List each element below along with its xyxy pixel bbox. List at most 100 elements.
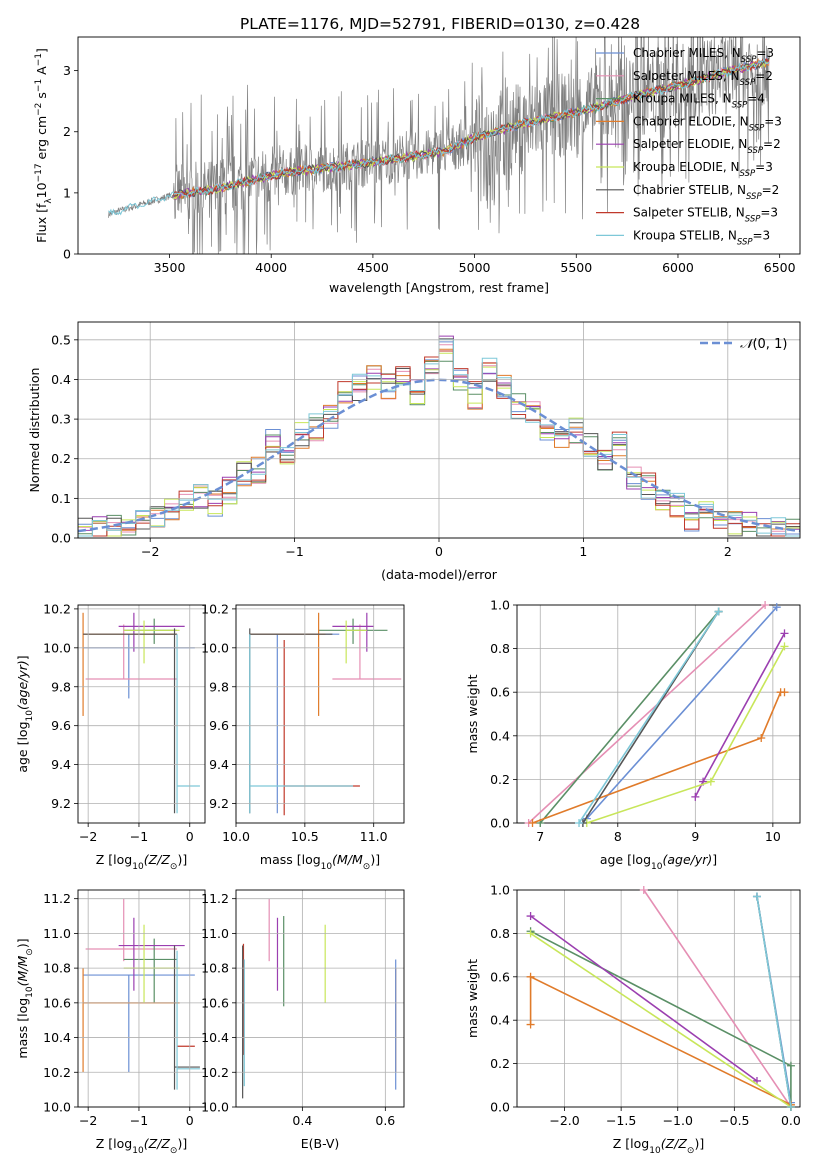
residuals-xtick-label: 1 (579, 544, 587, 559)
mass-vs-Z-ytick-label: 10.0 (43, 1100, 71, 1115)
residuals-ytick-label: 0.0 (51, 531, 71, 546)
spectrum-panel: 3500 4000 4500 5000 5500 6000 6500 0 1 2 3 waveleng… (34, 36, 801, 295)
age-vs-Z-ytick-label: 9.4 (51, 757, 71, 772)
age-vs-Z-ylabel: age [log10(age/yr)] (15, 655, 35, 772)
residuals-xtick-label: −2 (141, 544, 159, 559)
spectrum-xtick-label: 4000 (255, 260, 287, 275)
age-vs-mass-xtick-label: 10.5 (291, 829, 319, 844)
weight-point-marker (691, 792, 700, 801)
age-vs-Z-xtick-label: −2 (79, 829, 97, 844)
mass-vs-EBV-xtick-label: 0.6 (375, 1113, 395, 1128)
massweight-vs-age-ytick-label: 0.0 (490, 816, 510, 831)
spectrum-xtick-label: 3500 (154, 260, 186, 275)
mass-vs-Z-ytick-label: 10.4 (43, 1030, 71, 1045)
figure-title: PLATE=1176, MJD=52791, FIBERID=0130, z=0… (240, 15, 640, 33)
age-vs-mass-ytick-label: 9.6 (209, 718, 229, 733)
mass-vs-EBV-panel: 0.4 0.6 10.0 10.2 10.4 10.6 10.8 11.0 11.2 E(B-V) (201, 889, 405, 1151)
weight-point-marker (752, 892, 761, 901)
massweight-vs-Z-xtick-label: 0.0 (781, 1113, 801, 1128)
mass-vs-EBV-ytick-label: 10.0 (201, 1100, 229, 1115)
weight-series-line (578, 611, 720, 824)
massweight-vs-Z-ylabel: mass weight (465, 959, 480, 1038)
mass-vs-EBV-xtick-label: 0.4 (292, 1113, 312, 1128)
massweight-vs-age-xtick-label: 7 (536, 829, 544, 844)
mass-vs-Z-ytick-label: 11.2 (43, 891, 71, 906)
weight-point-marker (772, 603, 781, 612)
age-vs-mass-xtick-label: 10.0 (222, 829, 250, 844)
spectrum-ytick-label: 0 (63, 247, 71, 262)
weight-series-line (528, 604, 766, 824)
spectrum-ylabel: Flux [fλ10−17 erg cm−2 s−1 A−1] (34, 48, 54, 243)
spectrum-model-line (173, 59, 770, 201)
age-vs-mass-ytick-label: 9.4 (209, 757, 229, 772)
age-vs-mass-xtick-label: 11.0 (360, 829, 388, 844)
weight-point-marker (714, 607, 723, 616)
weight-point-marker (786, 1103, 795, 1111)
weight-point-marker (639, 886, 648, 894)
weight-point-marker (706, 777, 715, 786)
legend-entry: Salpeter ELODIE, NSSP=2 (633, 137, 781, 156)
residuals-xtick-label: 0 (435, 544, 443, 559)
massweight-vs-age-xtick-label: 10 (765, 829, 781, 844)
residuals-xtick-label: 2 (724, 544, 732, 559)
weight-point-marker (575, 819, 584, 827)
residuals-xlabel: (data-model)/error (381, 567, 498, 582)
legend-entry: 𝒩(0, 1) (740, 337, 787, 352)
massweight-vs-age-ytick-label: 0.6 (490, 685, 510, 700)
massweight-vs-Z-ytick-label: 0.2 (490, 1056, 510, 1071)
weight-series-line (586, 646, 786, 824)
mass-vs-Z-xtick-label: −2 (79, 1113, 97, 1128)
mass-vs-EBV-ytick-label: 11.2 (201, 891, 229, 906)
mass-vs-Z-ytick-label: 10.6 (43, 995, 71, 1010)
residuals-ytick-label: 0.3 (51, 412, 71, 427)
legend-entry: Kroupa ELODIE, NSSP=3 (633, 160, 773, 179)
massweight-vs-age-xtick-label: 8 (614, 829, 622, 844)
mass-vs-EBV-ytick-label: 10.6 (201, 995, 229, 1010)
age-vs-mass-ytick-label: 10.2 (201, 601, 229, 616)
spectrum-xtick-label: 4500 (357, 260, 389, 275)
massweight-vs-Z-xtick-label: −1.5 (606, 1113, 636, 1128)
age-vs-Z-xtick-label: 0 (186, 829, 194, 844)
mass-vs-Z-plot-area (82, 898, 200, 1090)
massweight-vs-Z-xtick-label: −2.0 (549, 1113, 579, 1128)
spectrum-plot-area (108, 37, 770, 254)
massweight-vs-age-frame (516, 604, 801, 824)
mass-vs-EBV-xlabel: E(B-V) (301, 1136, 340, 1151)
massweight-vs-age-ytick-label: 0.2 (490, 772, 510, 787)
residuals-frame (77, 321, 801, 539)
mass-vs-EBV-ytick-label: 10.8 (201, 961, 229, 976)
age-vs-mass-ytick-label: 9.8 (209, 679, 229, 694)
weight-series-line (530, 915, 758, 1082)
legend-entry: Salpeter STELIB, NSSP=3 (633, 206, 778, 225)
weight-point-marker (780, 642, 789, 651)
mass-vs-EBV-ytick-label: 11.0 (201, 926, 229, 941)
age-vs-Z-frame (77, 604, 206, 824)
weight-series-line (756, 896, 792, 1108)
massweight-vs-age-ylabel: mass weight (465, 674, 480, 753)
mass-vs-Z-frame (77, 889, 206, 1108)
massweight-vs-Z-xlabel: Z [log10(Z/Z⊙)] (613, 1136, 704, 1156)
age-vs-mass-ytick-label: 10.0 (201, 640, 229, 655)
weight-series-line (532, 691, 785, 824)
spectrum-model-line (108, 57, 770, 216)
age-vs-Z-panel: −2 −1 0 9.2 9.4 9.6 9.8 10.0 10.2 Z [log10(Z/Z⊙)]… (15, 601, 206, 872)
massweight-vs-Z-ytick-label: 0.8 (490, 926, 510, 941)
age-vs-Z-xlabel: Z [log10(Z/Z⊙)] (96, 852, 187, 872)
massweight-vs-age-ytick-label: 1.0 (490, 598, 510, 613)
massweight-vs-Z-frame (516, 889, 801, 1108)
mass-vs-EBV-ytick-label: 10.2 (201, 1065, 229, 1080)
mass-vs-Z-xtick-label: 0 (186, 1113, 194, 1128)
massweight-vs-Z-xtick-label: −1.0 (663, 1113, 693, 1128)
massweight-vs-Z-ytick-label: 0.4 (490, 1013, 510, 1028)
age-vs-Z-plot-area (82, 612, 200, 814)
age-vs-mass-ytick-label: 9.2 (209, 796, 229, 811)
spectrum-frame (77, 36, 801, 255)
weight-series-line (643, 889, 792, 1108)
mass-vs-Z-ytick-label: 10.8 (43, 961, 71, 976)
spectrum-xtick-label: 5500 (560, 260, 592, 275)
weight-point-marker (786, 1061, 795, 1070)
age-vs-mass-frame (235, 604, 405, 824)
mass-vs-Z-ytick-label: 11.0 (43, 926, 71, 941)
mass-vs-Z-xlabel: Z [log10(Z/Z⊙)] (96, 1136, 187, 1156)
